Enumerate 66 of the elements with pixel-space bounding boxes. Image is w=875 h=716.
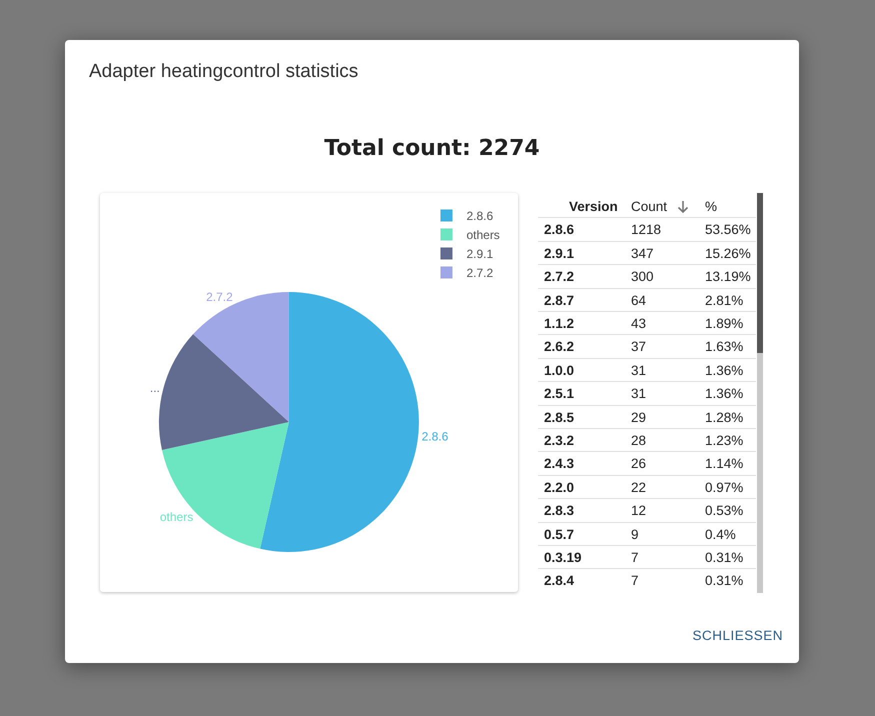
text: 31 <box>631 385 646 404</box>
text: Version <box>569 198 618 216</box>
text: 0.31% <box>705 572 744 590</box>
text: 2.81% <box>705 292 744 310</box>
text: 12 <box>631 502 646 520</box>
pie-slice <box>193 292 289 422</box>
text: 1.1.2 <box>544 315 574 333</box>
text: 26 <box>631 455 646 474</box>
pie-slice <box>260 292 419 552</box>
text: 2.8.6 <box>544 221 574 240</box>
text: 43 <box>631 315 646 333</box>
text: 1.28% <box>705 408 744 427</box>
text: 53.56% <box>705 221 751 240</box>
text: 0.4% <box>705 526 736 544</box>
text: 2.7.2 <box>544 268 574 286</box>
pie-slice <box>162 422 289 549</box>
text: 29 <box>631 408 646 427</box>
text: 1218 <box>631 221 662 240</box>
text: 2.9.1 <box>544 244 574 263</box>
text: 1.36% <box>705 385 744 404</box>
pie-slice <box>158 334 289 450</box>
text: 0.3.19 <box>544 549 582 567</box>
text: 9 <box>631 526 639 544</box>
legend-label: 2.9.1 <box>466 247 494 262</box>
text: Count <box>631 198 668 216</box>
text: 0.5.7 <box>544 526 574 544</box>
text: % <box>705 198 718 216</box>
text: 0.53% <box>705 502 744 520</box>
text: 7 <box>631 572 639 590</box>
data-label: others <box>160 510 194 524</box>
text: 1.14% <box>705 455 744 474</box>
text: 2.5.1 <box>544 385 574 404</box>
text: 7 <box>631 549 639 567</box>
legend-label: others <box>466 228 500 242</box>
text: 2.2.0 <box>544 478 574 497</box>
text: 31 <box>631 362 646 380</box>
text: 0.31% <box>705 549 744 567</box>
text: 1.63% <box>705 338 744 356</box>
data-label: 2.8.6 <box>422 430 449 444</box>
text: 13.19% <box>705 268 751 286</box>
text: 0.97% <box>705 478 744 497</box>
text: 22 <box>631 478 646 497</box>
text: SCHLIESSEN <box>692 628 783 643</box>
text: 2.8.5 <box>544 408 574 427</box>
text: 2.4.3 <box>544 455 574 474</box>
text: 15.26% <box>705 244 751 263</box>
text: 2.3.2 <box>544 432 574 450</box>
text: 1.0.0 <box>544 362 574 380</box>
text: 37 <box>631 338 646 356</box>
data-label: 2.7.2 <box>206 290 234 304</box>
chart-title: Adapter heatingcontrol statistics <box>89 61 358 83</box>
text: 2.8.4 <box>544 572 574 590</box>
text: 2.6.2 <box>544 338 574 356</box>
data-label: ... <box>150 380 160 395</box>
text: 1.89% <box>705 315 744 333</box>
legend-label: 2.7.2 <box>466 266 494 280</box>
legend-label: 2.8.6 <box>466 209 494 224</box>
text: 28 <box>631 432 646 450</box>
text: 1.36% <box>705 362 744 380</box>
chart-subtitle: Total count: 2274 <box>323 136 541 161</box>
text: 2.8.7 <box>544 292 574 310</box>
text: 2.8.3 <box>544 502 574 520</box>
text: 347 <box>631 244 654 263</box>
text: 1.23% <box>705 432 744 450</box>
text: 300 <box>631 268 654 286</box>
text: 64 <box>631 292 646 310</box>
